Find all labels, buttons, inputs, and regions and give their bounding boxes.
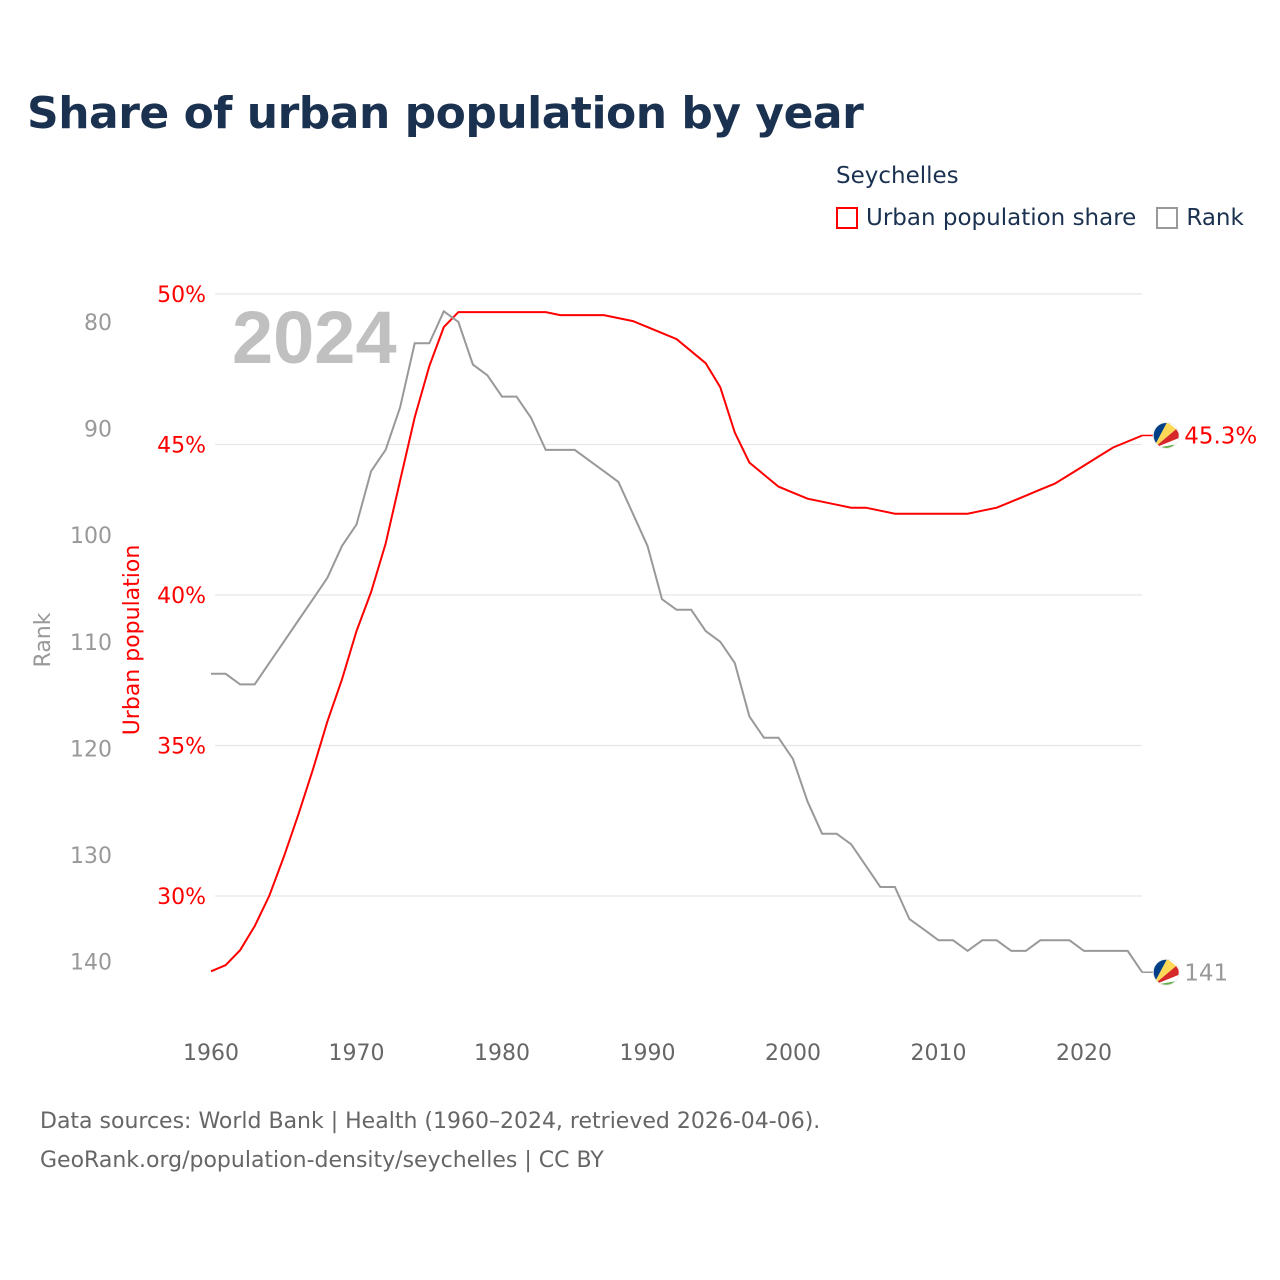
- urban-tick-label: 35%: [157, 735, 206, 760]
- urban-share-line: [210, 311, 1143, 973]
- flag-ray-yellow: [1153, 959, 1177, 986]
- rank-tick-label: 80: [84, 311, 112, 336]
- urban-tick-label: 30%: [157, 885, 206, 910]
- rank-tick-label: 100: [70, 524, 112, 549]
- legend-item-rank[interactable]: Rank: [1156, 205, 1244, 231]
- rank-tick-label: 110: [70, 631, 112, 656]
- year-watermark: 2024: [232, 296, 397, 379]
- urban-tick-label: 40%: [157, 584, 206, 609]
- source-line-1: Data sources: World Bank | Health (1960–…: [40, 1109, 821, 1134]
- legend-label-rank: Rank: [1186, 205, 1244, 231]
- legend: Urban population share Rank: [836, 205, 1264, 231]
- chart-title: Share of urban population by year: [27, 88, 864, 139]
- urban-axis-label: Urban population: [120, 545, 145, 736]
- flag-border: [1152, 958, 1180, 986]
- legend-label-urban: Urban population share: [866, 205, 1137, 231]
- rank-end-label: 141: [1184, 960, 1228, 986]
- flag-ray-red: [1153, 965, 1180, 986]
- rank-tick-label: 120: [70, 737, 112, 762]
- flag-border: [1152, 421, 1180, 449]
- legend-swatch-rank: [1156, 207, 1179, 229]
- urban-end-label: 45.3%: [1184, 423, 1257, 449]
- seychelles-flag-icon: [1152, 421, 1180, 449]
- x-tick-label: 2020: [1056, 1041, 1112, 1066]
- legend-item-urban[interactable]: Urban population share: [836, 205, 1136, 231]
- rank-tick-label: 130: [70, 844, 112, 869]
- flag-ray-white: [1153, 974, 1180, 986]
- rank-axis-label: Rank: [31, 612, 56, 667]
- rank-line: [211, 309, 1144, 973]
- x-tick-label: 1970: [329, 1041, 385, 1066]
- x-tick-label: 1980: [474, 1041, 530, 1066]
- flag-ray-yellow: [1153, 422, 1177, 449]
- x-tick-label: 1960: [183, 1041, 239, 1066]
- x-tick-label: 1990: [620, 1041, 676, 1066]
- legend-swatch-urban: [836, 207, 858, 229]
- urban-tick-label: 50%: [157, 283, 206, 308]
- legend-title: Seychelles: [836, 163, 959, 189]
- seychelles-flag-icon: [1152, 958, 1180, 986]
- flag-ray-white: [1153, 437, 1180, 449]
- flag-ray-red: [1153, 429, 1180, 449]
- urban-tick-label: 45%: [157, 434, 206, 459]
- x-tick-label: 2000: [765, 1041, 821, 1066]
- rank-tick-label: 140: [70, 951, 112, 976]
- source-line-2[interactable]: GeoRank.org/population-density/seychelle…: [40, 1148, 604, 1173]
- x-tick-label: 2010: [911, 1041, 967, 1066]
- rank-tick-label: 90: [84, 418, 112, 443]
